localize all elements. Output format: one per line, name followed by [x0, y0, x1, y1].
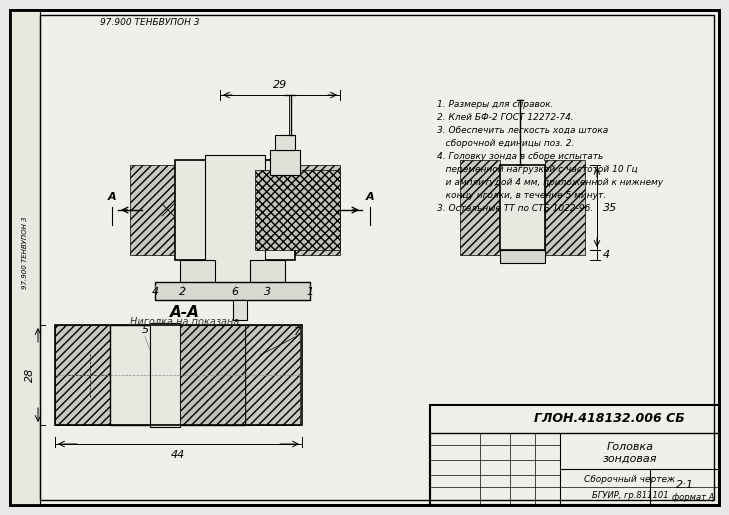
Bar [130, 165, 175, 255]
Circle shape [86, 371, 94, 379]
Bar [430, 405, 719, 505]
Text: 3. Остальные ТТ по СТБ 1022-96.: 3. Остальные ТТ по СТБ 1022-96. [437, 204, 593, 213]
Text: БГУИР, гр.811101: БГУИР, гр.811101 [592, 491, 668, 501]
Bar [155, 282, 310, 300]
Text: 44: 44 [171, 450, 185, 460]
Text: 28: 28 [25, 368, 35, 382]
Text: 29: 29 [273, 80, 287, 90]
Bar [245, 325, 300, 425]
Text: 4. Головку зонда в сборе испытать: 4. Головку зонда в сборе испытать [437, 152, 604, 161]
Circle shape [156, 198, 180, 222]
Circle shape [229, 202, 245, 218]
Text: A: A [108, 192, 117, 202]
Bar [460, 160, 500, 255]
Text: 7: 7 [295, 327, 302, 337]
Bar [545, 160, 585, 255]
Text: концу иголки, в течение 5 минут.: концу иголки, в течение 5 минут. [437, 191, 606, 200]
Text: А-А: А-А [170, 305, 200, 320]
Text: 1: 1 [306, 287, 313, 297]
Text: 6: 6 [231, 287, 238, 297]
Bar [55, 325, 110, 425]
Text: A: A [366, 192, 374, 202]
Text: ГЛОН.418132.006 СБ: ГЛОН.418132.006 СБ [534, 413, 685, 425]
Text: сборочной единицы поз. 2.: сборочной единицы поз. 2. [437, 139, 574, 148]
Bar [233, 300, 247, 320]
Bar [255, 170, 340, 250]
Bar [205, 155, 265, 285]
Bar [55, 325, 302, 425]
Bar [175, 160, 295, 260]
Bar [250, 260, 285, 285]
Text: 2: 2 [179, 287, 187, 297]
Text: Ниголка на показана: Ниголка на показана [130, 317, 240, 327]
Circle shape [68, 353, 112, 397]
Bar [275, 135, 295, 150]
Text: 4: 4 [152, 287, 159, 297]
Text: 5: 5 [141, 325, 149, 335]
Text: 3: 3 [265, 287, 272, 297]
Text: 2:1: 2:1 [676, 480, 694, 490]
Text: 97.900 ТЕНВУПОН 3: 97.900 ТЕНВУПОН 3 [22, 217, 28, 289]
Text: 97.900 ТЕНБВУПОН 3: 97.900 ТЕНБВУПОН 3 [100, 18, 200, 27]
Text: зондовая: зондовая [603, 454, 658, 464]
Bar [110, 325, 245, 425]
Text: формат А̹: формат А̹ [671, 493, 714, 502]
Text: 4: 4 [603, 250, 610, 260]
Circle shape [162, 372, 168, 378]
Bar [150, 323, 180, 427]
Text: 1. Размеры для справок.: 1. Размеры для справок. [437, 100, 553, 109]
Bar [10, 10, 40, 505]
Bar [500, 165, 545, 250]
Bar [180, 260, 215, 285]
Bar [270, 150, 300, 175]
Text: и амплитудой 4 мм, приложенной к нижнему: и амплитудой 4 мм, приложенной к нижнему [437, 178, 663, 187]
Bar [180, 325, 245, 425]
Text: 2. Клей БФ-2 ГОСТ 12272-74.: 2. Клей БФ-2 ГОСТ 12272-74. [437, 113, 574, 122]
Text: Головка: Головка [607, 442, 653, 452]
Bar [500, 250, 545, 263]
Text: 3. Обеспечить легкость хода штока: 3. Обеспечить легкость хода штока [437, 126, 608, 135]
Bar [295, 165, 340, 255]
Text: Сборочный чертеж: Сборочный чертеж [585, 474, 676, 484]
Text: переменной нагрузкой с частотой 10 Гц: переменной нагрузкой с частотой 10 Гц [437, 165, 638, 174]
Text: 35: 35 [603, 203, 617, 213]
